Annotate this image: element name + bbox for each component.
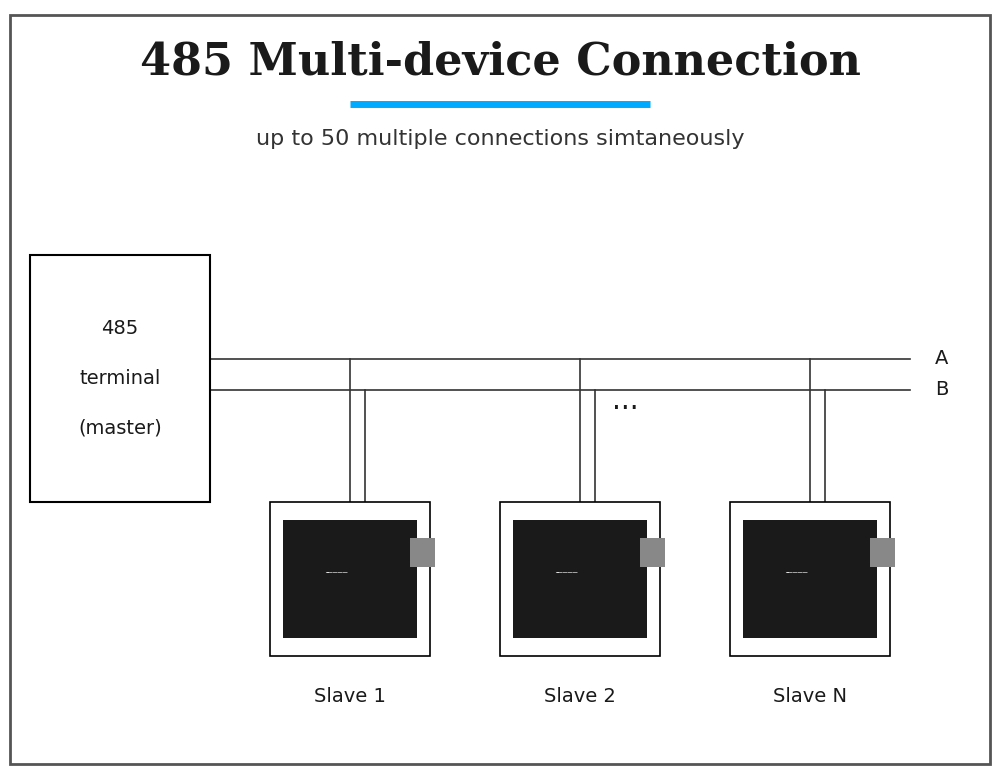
- Bar: [30, 255, 210, 502]
- Text: Slave N: Slave N: [773, 687, 847, 706]
- Text: 485: 485: [101, 319, 139, 337]
- Bar: [500, 502, 660, 656]
- Text: A: A: [935, 350, 948, 368]
- Text: terminal: terminal: [79, 369, 161, 388]
- Text: (master): (master): [78, 419, 162, 438]
- Text: 485 Multi-device Connection: 485 Multi-device Connection: [140, 40, 860, 83]
- Bar: [730, 502, 890, 656]
- Bar: [640, 538, 665, 567]
- Text: Slave 1: Slave 1: [314, 687, 386, 706]
- Bar: [743, 520, 877, 638]
- Text: B: B: [935, 381, 948, 399]
- Bar: [870, 538, 895, 567]
- Bar: [270, 502, 430, 656]
- Bar: [513, 520, 647, 638]
- Text: ─────────: ─────────: [555, 571, 578, 575]
- Text: Slave 2: Slave 2: [544, 687, 616, 706]
- Text: up to 50 multiple connections simtaneously: up to 50 multiple connections simtaneous…: [256, 129, 744, 149]
- Bar: [410, 538, 435, 567]
- Text: ···: ···: [612, 395, 638, 423]
- Bar: [283, 520, 417, 638]
- Text: ─────────: ─────────: [325, 571, 348, 575]
- Text: ─────────: ─────────: [785, 571, 808, 575]
